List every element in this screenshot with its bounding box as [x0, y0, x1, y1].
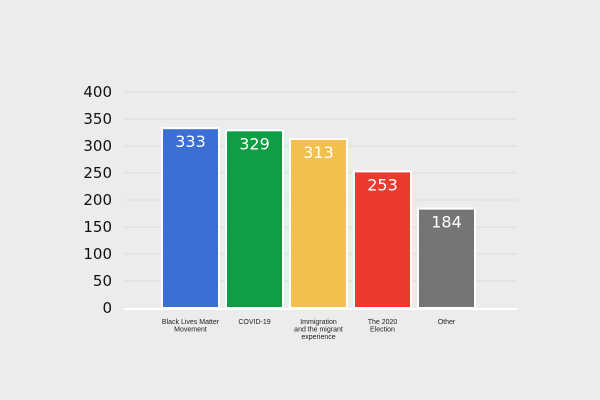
y-axis-ticks: 0 50 100 150 200 250 300 350 400: [83, 83, 112, 317]
value-labels: 333 329 313 253 184: [175, 132, 462, 231]
bar: [289, 137, 348, 309]
x-tick-label-line: Black Lives Matter: [162, 319, 220, 326]
x-tick-label-line: Immigration: [300, 319, 337, 326]
x-tick-label-line: The 2020: [368, 319, 398, 326]
x-tick-label-line: Other: [438, 319, 456, 326]
x-tick-label-line: Election: [370, 327, 395, 334]
bar: [225, 129, 284, 309]
data-label: 329: [239, 134, 270, 153]
x-tick-label-line: and the migrant: [294, 327, 343, 334]
data-label: 313: [303, 143, 334, 162]
x-tick-label-line: Movement: [174, 327, 207, 334]
data-label: 184: [431, 213, 462, 232]
category-labels: Black Lives Matter Movement COVID-19 Immigr…: [162, 319, 456, 341]
data-label: 333: [175, 132, 206, 151]
bars: [161, 127, 476, 309]
x-tick-label: The 2020 Election: [368, 319, 398, 334]
y-tick-label: 150: [83, 218, 112, 236]
x-tick-label-line: COVID-19: [238, 319, 270, 326]
y-tick-label: 100: [83, 245, 112, 263]
y-tick-label: 350: [83, 110, 112, 128]
y-tick-label: 200: [83, 191, 112, 209]
x-tick-label: COVID-19: [238, 319, 270, 326]
bar: [161, 127, 220, 309]
x-tick-label: Immigration and the migrant experience: [294, 319, 343, 341]
data-label: 253: [367, 175, 398, 194]
bar: [417, 207, 476, 309]
y-tick-label: 300: [83, 137, 112, 155]
x-tick-label-line: experience: [301, 334, 335, 341]
y-tick-label: 50: [93, 272, 112, 290]
y-tick-label: 250: [83, 164, 112, 182]
x-tick-label: Other: [438, 319, 456, 326]
y-tick-label: 0: [102, 299, 112, 317]
x-tick-label: Black Lives Matter Movement: [162, 319, 220, 334]
bar: [353, 170, 412, 309]
y-tick-label: 400: [83, 83, 112, 101]
